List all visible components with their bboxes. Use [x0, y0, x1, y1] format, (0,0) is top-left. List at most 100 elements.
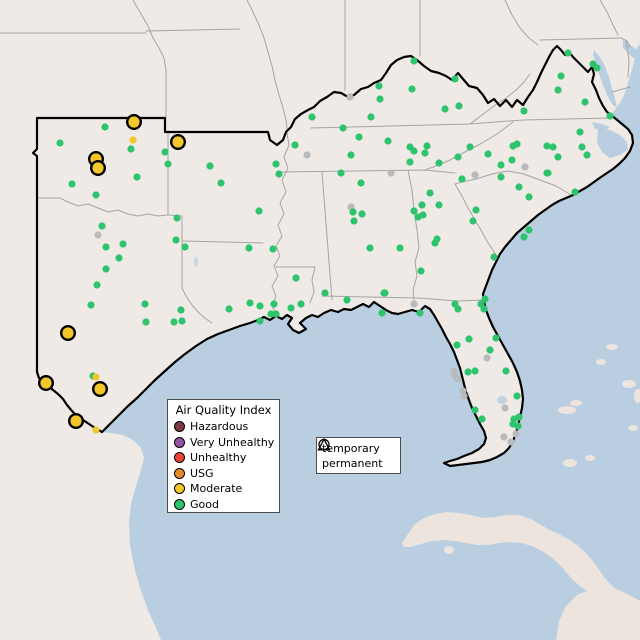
aqi-legend-item-moderate: Moderate	[168, 481, 279, 497]
aqi-legend-item-usg: USG	[168, 466, 279, 482]
station-marker	[225, 305, 233, 313]
station-marker	[606, 112, 614, 120]
station-marker	[481, 295, 489, 303]
station-marker	[454, 153, 462, 161]
station-marker	[102, 265, 110, 273]
cayman-island	[585, 455, 595, 461]
station-marker	[357, 179, 365, 187]
station-marker	[245, 244, 253, 252]
aqi-legend-item-good: Good	[168, 497, 279, 513]
station-marker	[355, 133, 363, 141]
toledo-bend-lake	[194, 257, 198, 267]
station-marker	[507, 438, 515, 446]
station-marker	[349, 208, 357, 216]
good-swatch-icon	[174, 498, 185, 510]
bahamas-island	[628, 425, 638, 431]
station-marker	[423, 142, 431, 150]
station-marker	[497, 173, 505, 181]
station-marker	[471, 171, 479, 179]
station-marker	[435, 159, 443, 167]
station-marker	[115, 254, 123, 262]
station-marker	[455, 102, 463, 110]
station-legend-item-permanent: permanent	[317, 438, 400, 471]
station-marker	[417, 267, 425, 275]
station-marker	[466, 143, 474, 151]
station-marker	[94, 231, 102, 239]
station-marker	[460, 392, 468, 400]
station-marker	[525, 193, 533, 201]
station-marker	[173, 214, 181, 222]
aqi-legend-item-hazardous: Hazardous	[168, 419, 279, 435]
station-marker	[396, 244, 404, 252]
station-marker	[419, 211, 427, 219]
station-marker	[343, 296, 351, 304]
station-marker	[255, 207, 263, 215]
station-marker	[502, 367, 510, 375]
station-marker	[557, 72, 565, 80]
station-marker	[472, 206, 480, 214]
station-marker	[576, 128, 584, 136]
station-marker	[375, 82, 383, 90]
station-marker	[376, 95, 384, 103]
station-marker	[92, 426, 100, 434]
station-marker	[303, 151, 311, 159]
islands	[402, 344, 640, 640]
station-marker	[564, 49, 572, 57]
aqi-legend-label: Hazardous	[190, 420, 249, 434]
station-marker	[501, 404, 509, 412]
station-marker	[480, 305, 488, 313]
station-legend-item-temporary: temporary	[318, 438, 400, 456]
state-borders	[0, 0, 631, 324]
very_unhealthy-swatch-icon	[174, 436, 185, 448]
station-marker	[380, 289, 388, 297]
yucatan-peninsula	[556, 587, 640, 640]
station-marker	[217, 179, 225, 187]
station-marker	[454, 305, 462, 313]
station-marker	[458, 175, 466, 183]
cuba-island	[402, 512, 640, 623]
station-marker	[181, 243, 189, 251]
station-marker	[68, 180, 76, 188]
station-marker	[275, 170, 283, 178]
station-marker	[431, 239, 439, 247]
station-legend-label: temporary	[322, 442, 380, 455]
chesapeake-bay-water	[593, 50, 617, 108]
permanent-triangle-icon	[317, 438, 331, 451]
station-marker	[256, 302, 264, 310]
temporary-station-marker	[38, 375, 55, 392]
temporary-station-marker	[60, 325, 77, 342]
station-marker	[426, 189, 434, 197]
station-marker	[256, 317, 264, 325]
station-marker	[98, 222, 106, 230]
station-marker	[297, 300, 305, 308]
station-marker	[337, 169, 345, 177]
temporary-station-marker	[169, 133, 186, 150]
station-marker	[486, 346, 494, 354]
station-marker	[512, 430, 520, 438]
temporary-station-marker	[125, 113, 142, 130]
station-marker	[484, 150, 492, 158]
station-marker	[292, 274, 300, 282]
station-marker	[583, 151, 591, 159]
station-marker	[513, 140, 521, 148]
aqi-legend: Air Quality Index Hazardous Very Unhealth…	[167, 399, 280, 513]
station-marker	[102, 243, 110, 251]
station-marker	[497, 161, 505, 169]
aqi-legend-label: Moderate	[190, 482, 243, 496]
station-marker	[418, 201, 426, 209]
station-marker	[246, 299, 254, 307]
aqi-legend-label: Unhealthy	[190, 451, 247, 465]
station-marker	[554, 153, 562, 161]
station-marker	[543, 142, 551, 150]
aqi-legend-item-unhealthy: Unhealthy	[168, 450, 279, 466]
station-marker	[581, 98, 589, 106]
station-marker	[206, 162, 214, 170]
station-marker	[544, 169, 552, 177]
aqi-legend-label: USG	[190, 466, 214, 480]
station-marker	[141, 300, 149, 308]
station-marker	[520, 233, 528, 241]
station-markers	[38, 49, 614, 446]
aqi-legend-item-very_unhealthy: Very Unhealthy	[168, 435, 279, 451]
station-marker	[56, 139, 64, 147]
